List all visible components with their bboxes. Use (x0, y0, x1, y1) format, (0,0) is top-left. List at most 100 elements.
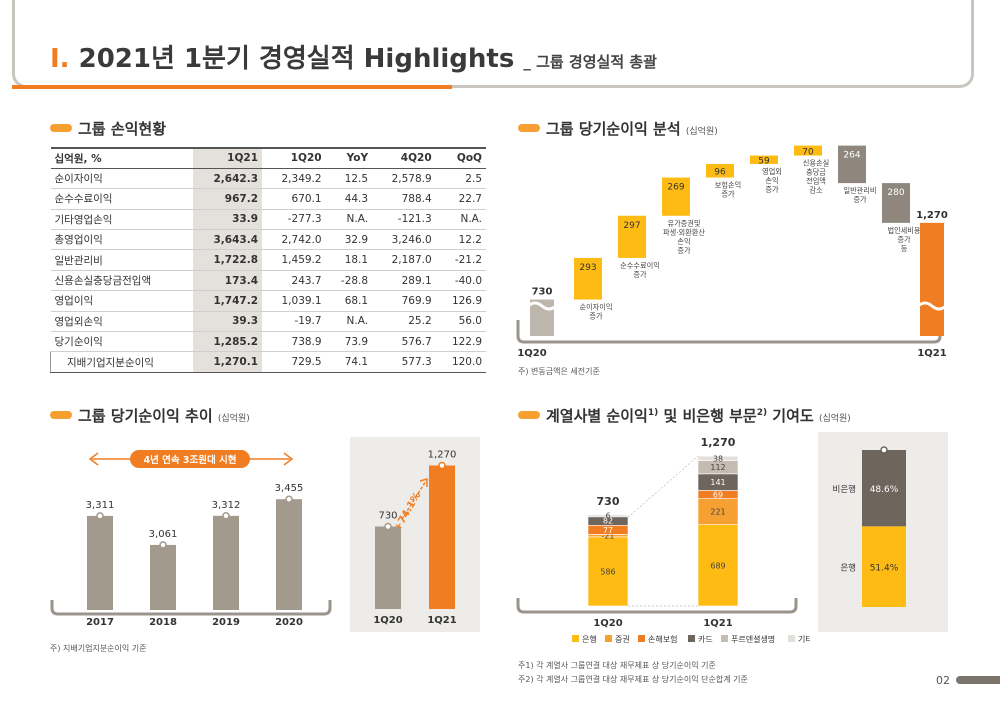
table-cell: -277.3 (262, 209, 326, 231)
axis-break-icon (917, 301, 947, 311)
stacked-segment-label: 112 (710, 463, 725, 472)
subsidiary-note-1: 주1) 각 계열사 그룹연결 대상 재무제표 상 당기순이익 기준 (518, 661, 716, 670)
table-cell: -19.7 (262, 311, 326, 333)
table-header-cell: 십억원, % (50, 146, 193, 169)
table-cell: -21.2 (435, 249, 486, 271)
table-cell: 25.2 (372, 311, 436, 333)
legend-label: 증권 (615, 634, 630, 644)
axis-break-icon (527, 301, 557, 311)
waterfall-step-value: 297 (623, 221, 640, 231)
table-cell: N.A. (325, 311, 373, 333)
row-label: 신용손실충당금전입액 (50, 270, 193, 292)
quarter-value-label: 1,270 (428, 449, 457, 460)
arrow-left-icon (88, 452, 99, 466)
annual-note: 주) 지배기업지분순이익 기준 (50, 644, 147, 653)
annual-value-label: 3,311 (86, 500, 115, 511)
subsidiary-note-2: 주2) 각 계열사 그룹연결 대상 재무제표 상 당기순이익 단순합계 기준 (518, 675, 748, 684)
waterfall-step-label: 법인세비용 (887, 226, 920, 235)
legend-label: 푸르덴셜생명 (731, 634, 775, 644)
legend-label: 기타(연결조정 포함) (798, 634, 810, 644)
annual-bar (150, 544, 176, 610)
legend-swatch (721, 635, 728, 642)
share-nonbank-label: 비은행 (833, 484, 856, 495)
table-cell: 32.9 (325, 229, 373, 251)
bar-top-dot (222, 512, 230, 520)
subsidiary-title-c: 기여도 (767, 407, 814, 425)
legend-swatch (688, 635, 695, 642)
waterfall-unit: (십억원) (685, 127, 718, 137)
banner-text: 4년 연속 3조원대 시현 (143, 454, 236, 466)
table-cell: 738.9 (262, 331, 326, 353)
waterfall-end-bar (920, 222, 944, 336)
waterfall-note: 주) 변동금액은 세전기준 (518, 367, 600, 376)
page-title: I. 2021년 1분기 경영실적 Highlights _ 그룹 경영실적 총… (50, 38, 657, 75)
annual-bar (276, 499, 302, 610)
bar-top-dot (438, 461, 446, 470)
table-cell: 3,246.0 (372, 229, 436, 251)
waterfall-end-value: 1,270 (916, 210, 948, 221)
bar-top-dot (285, 495, 293, 503)
table-cell: N.A. (435, 209, 486, 231)
banner-pill (130, 450, 250, 468)
table-cell: 1,270.1 (192, 351, 263, 373)
waterfall-step-label: 순이자이익 (579, 303, 612, 312)
table-cell: 2.5 (435, 168, 486, 190)
table-cell: 670.1 (262, 188, 326, 210)
waterfall-step-label: 증가 (633, 270, 647, 279)
table-cell: 22.7 (435, 188, 486, 210)
table-cell: 39.3 (192, 311, 263, 333)
waterfall-frame (516, 320, 942, 344)
table-cell: 967.2 (192, 188, 263, 210)
table-cell: 1,747.2 (192, 290, 263, 312)
table-row: 영업이익 1,747.2 1,039.1 68.1 769.9 126.9 (50, 290, 486, 312)
stacked-total-label: 1,270 (701, 436, 736, 449)
waterfall-step-label: 손익 (677, 237, 690, 246)
stacked-segment-label: 141 (710, 478, 725, 487)
table-cell: 173.4 (192, 270, 263, 292)
row-label: 영업외손익 (50, 311, 193, 333)
table-row: 일반관리비 1,722.8 1,459.2 18.1 2,187.0 -21.2 (50, 249, 486, 271)
legend-label: 은행 (582, 634, 597, 644)
table-row: 순수수료이익 967.2 670.1 44.3 788.4 22.7 (50, 188, 486, 210)
bar-top-dot (96, 512, 104, 520)
table-cell: 577.3 (372, 351, 436, 373)
table-cell: 12.2 (435, 229, 486, 251)
table-cell: 2,742.0 (262, 229, 326, 251)
waterfall-step-label: 영업외 (762, 167, 782, 176)
annual-category-label: 2020 (275, 617, 303, 628)
table-header-cell: 4Q20 (372, 146, 436, 169)
table-cell: 1,722.8 (192, 249, 263, 271)
bar-top-dot (880, 446, 888, 454)
stacked-segment-label: 689 (710, 561, 725, 570)
table-cell: 56.0 (435, 311, 486, 333)
table-cell: 33.9 (192, 209, 263, 231)
table-cell: N.A. (325, 209, 373, 231)
waterfall-step-label: 일반관리비 (843, 186, 876, 195)
bar-top-dot (159, 541, 167, 549)
share-bank-label: 은행 (840, 563, 856, 574)
row-label: 지배기업지분순이익 (49, 351, 193, 373)
header-accent-line (12, 85, 452, 89)
annual-frame (50, 600, 332, 616)
table-cell: 2,642.3 (192, 168, 263, 190)
page-number-bar (956, 676, 1000, 684)
table-header-cell: QoQ (435, 146, 486, 169)
table-cell: 73.9 (325, 331, 373, 353)
section-numeral: I. (50, 44, 70, 74)
waterfall-step-bar (574, 257, 602, 300)
stacked-segment (697, 524, 739, 607)
table-cell: 120.0 (435, 351, 486, 373)
annual-category-label: 2017 (86, 617, 114, 628)
waterfall-step-bar (618, 215, 646, 258)
table-cell: 289.1 (372, 270, 436, 292)
legend-label: 카드 (698, 635, 713, 644)
waterfall-step-value: 269 (667, 183, 684, 193)
quarter-bar (375, 526, 401, 609)
annual-unit: (십억원) (217, 414, 250, 424)
table-body: 순이자이익 2,642.3 2,349.2 12.5 2,578.9 2.5 순수수료이익 9… (49, 168, 486, 373)
stacked-segment-label: 38 (713, 454, 723, 463)
table-header-row: 십억원, % 1Q21 1Q20 YoY 4Q20 QoQ (50, 146, 486, 169)
table-header-cell: 1Q21 (192, 146, 263, 169)
stacked-segment-label: 6 (605, 511, 610, 520)
